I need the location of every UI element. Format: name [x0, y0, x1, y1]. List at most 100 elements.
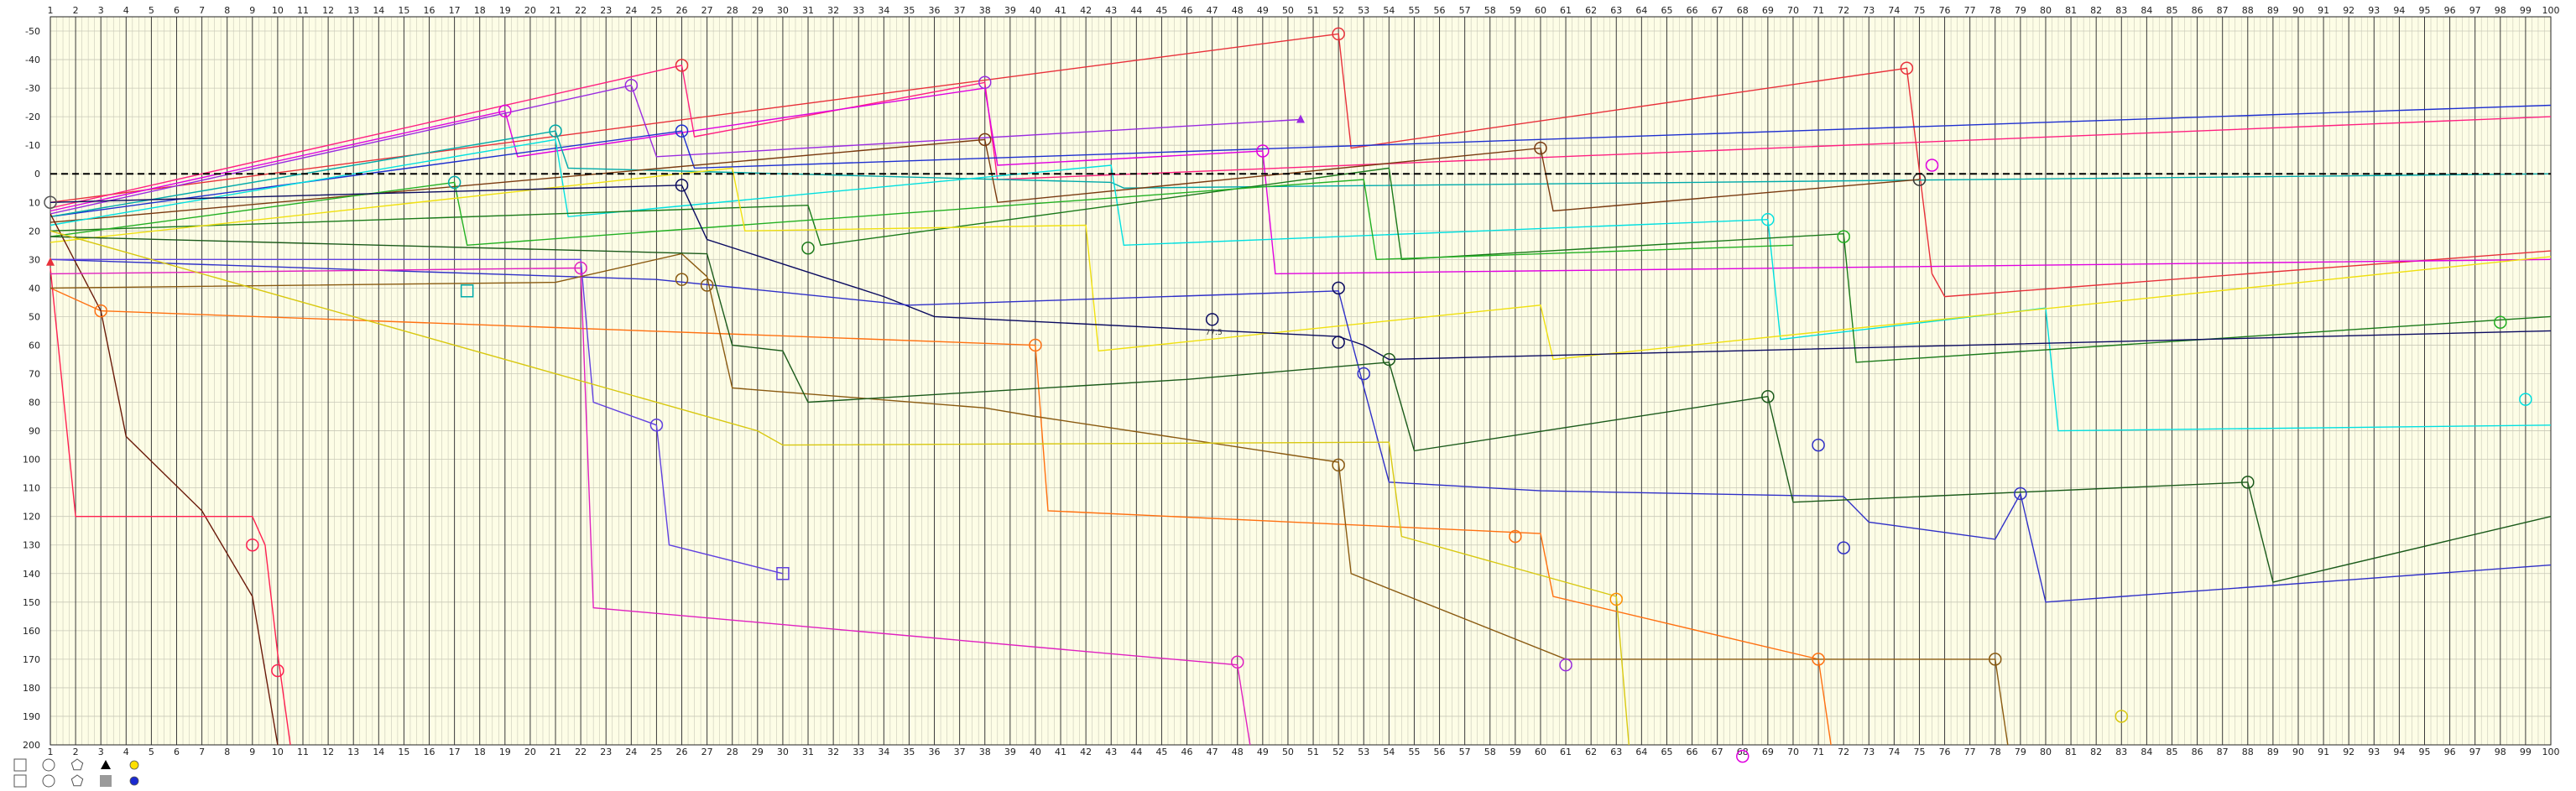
minor-grid — [50, 17, 2551, 746]
x-tick-label: 88 — [2242, 5, 2254, 16]
x-tick-label: 72 — [1838, 747, 1849, 757]
x-tick-label: 35 — [903, 747, 915, 757]
x-tick-label: 21 — [550, 747, 561, 757]
square-marker — [460, 284, 474, 298]
x-tick-label: 61 — [1560, 747, 1572, 757]
x-tick-label: 67 — [1712, 5, 1723, 16]
x-tick-label: 89 — [2267, 5, 2279, 16]
x-tick-label: 51 — [1307, 5, 1319, 16]
x-tick-label: 40 — [1030, 5, 1041, 16]
circle-marker — [801, 241, 815, 255]
x-tick-label: 73 — [1863, 5, 1875, 16]
circle-marker — [1761, 389, 1775, 403]
circle-marker — [2241, 476, 2255, 489]
x-tick-label: 1 — [48, 747, 54, 757]
x-tick-label: 40 — [1030, 747, 1041, 757]
legend-pentagon-symbol — [70, 774, 84, 787]
x-tick-label: 70 — [1787, 747, 1799, 757]
x-tick-label: 16 — [424, 5, 435, 16]
x-tick-label: 12 — [322, 5, 334, 16]
x-tick-label: 79 — [2015, 747, 2026, 757]
x-tick-label: 32 — [827, 747, 839, 757]
series-line — [50, 167, 2552, 363]
x-tick-label: 75 — [1913, 747, 1925, 757]
series-line — [50, 236, 2552, 583]
y-tick-label: 100 — [23, 455, 40, 466]
x-tick-label: 90 — [2292, 747, 2304, 757]
series-line — [50, 179, 1794, 261]
x-tick-label: 33 — [853, 5, 864, 16]
legend-dot-symbol — [129, 760, 139, 770]
x-tick-label: 4 — [123, 747, 129, 757]
y-tick-label: 60 — [29, 340, 40, 351]
x-tick-label: 76 — [1939, 5, 1951, 16]
x-tick-label: 45 — [1155, 747, 1167, 757]
x-tick-label: 5 — [149, 5, 154, 16]
x-tick-label: 56 — [1434, 747, 1446, 757]
circle-marker — [271, 664, 284, 678]
x-tick-label: 78 — [1989, 5, 2001, 16]
x-tick-label: 84 — [2141, 747, 2152, 757]
series-line — [50, 104, 2552, 217]
x-tick-label: 95 — [2418, 747, 2430, 757]
circle-marker — [1812, 653, 1825, 666]
x-tick-label: 52 — [1332, 5, 1344, 16]
x-tick-label: 33 — [853, 747, 864, 757]
y-tick-label: 170 — [23, 654, 40, 665]
x-tick-label: 8 — [224, 747, 230, 757]
x-tick-label: 100 — [2542, 5, 2560, 16]
series-line — [50, 167, 2552, 361]
x-tick-label: 94 — [2393, 5, 2405, 16]
x-tick-label: 76 — [1939, 747, 1951, 757]
series-line — [50, 130, 2552, 217]
x-tick-label: 61 — [1560, 5, 1572, 16]
x-tick-label: 58 — [1484, 747, 1496, 757]
y-tick-label: 180 — [23, 683, 40, 694]
y-tick-label: -40 — [25, 55, 40, 65]
x-tick-label: 43 — [1105, 747, 1117, 757]
x-tick-label: 25 — [650, 747, 662, 757]
x-tick-label: 39 — [1004, 5, 1016, 16]
x-tick-label: 80 — [2040, 747, 2052, 757]
square-marker — [776, 567, 790, 580]
x-tick-label: 93 — [2368, 5, 2380, 16]
legend-pentagon-symbol — [70, 758, 84, 771]
x-tick-label: 77 — [1964, 747, 1976, 757]
x-tick-label: 44 — [1130, 747, 1142, 757]
x-tick-label: 50 — [1282, 747, 1294, 757]
circle-marker — [549, 124, 562, 138]
y-tick-label: -50 — [25, 26, 40, 37]
x-tick-label: 64 — [1635, 747, 1647, 757]
x-tick-label: 57 — [1459, 747, 1471, 757]
circle-marker — [1382, 352, 1396, 367]
x-tick-label: 67 — [1712, 747, 1723, 757]
x-tick-label: 24 — [625, 747, 637, 757]
x-tick-label: 41 — [1055, 5, 1066, 16]
x-tick-label: 14 — [373, 5, 384, 16]
circle-marker — [1900, 61, 1914, 75]
x-tick-label: 45 — [1155, 5, 1167, 16]
x-tick-label: 83 — [2115, 5, 2127, 16]
circle-marker — [978, 75, 992, 90]
series-line — [50, 252, 2009, 746]
y-tick-label: 130 — [23, 540, 40, 551]
y-tick-label: 150 — [23, 597, 40, 608]
x-tick-label: 15 — [398, 5, 409, 16]
x-tick-label: 90 — [2292, 5, 2304, 16]
circle-marker — [2519, 393, 2532, 406]
x-tick-label: 17 — [449, 747, 461, 757]
series-lines — [50, 33, 2552, 746]
x-tick-label: 81 — [2065, 747, 2077, 757]
x-tick-label: 59 — [1510, 5, 1521, 16]
x-tick-label: 11 — [297, 5, 309, 16]
circle-marker — [94, 304, 107, 318]
x-tick-label: 24 — [625, 5, 637, 16]
x-tick-label: 5 — [149, 747, 154, 757]
circle-marker — [1989, 653, 2002, 666]
legend-circle-symbol — [42, 758, 55, 772]
x-tick-label: 49 — [1257, 747, 1269, 757]
x-tick-label: 43 — [1105, 5, 1117, 16]
x-tick-label: 30 — [777, 747, 789, 757]
x-tick-label: 54 — [1383, 5, 1395, 16]
legend-square-symbol — [13, 774, 27, 788]
